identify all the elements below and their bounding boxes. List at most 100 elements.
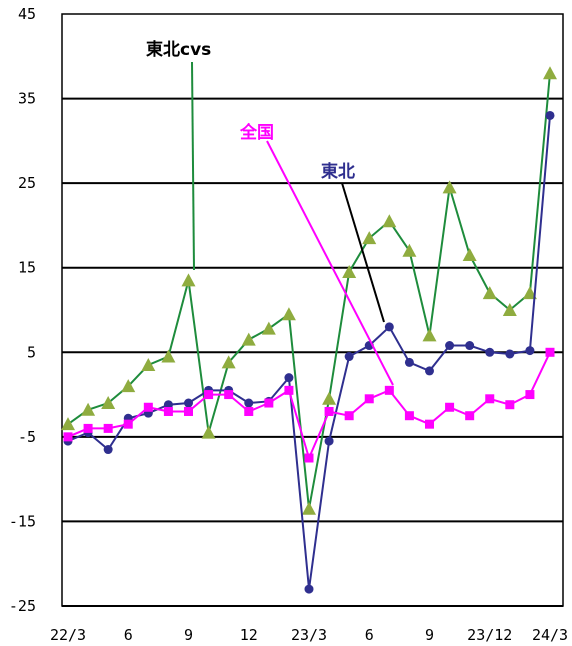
y-tick-15: 15 xyxy=(18,259,36,277)
marker-2-8 xyxy=(224,390,234,400)
annotation-label-zenkoku: 全国 xyxy=(239,122,274,143)
y-tick--25: -25 xyxy=(9,597,36,615)
marker-2-12 xyxy=(304,453,314,463)
marker-0-6 xyxy=(181,273,196,287)
annotation-leader-zenkoku xyxy=(266,140,394,386)
marker-2-9 xyxy=(244,406,254,416)
marker-0-1 xyxy=(81,402,96,416)
y-tick--15: -15 xyxy=(9,512,36,530)
annotations: 東北cvs 全国 東北 xyxy=(146,39,394,386)
marker-0-0 xyxy=(61,417,75,431)
marker-1-9 xyxy=(244,398,254,408)
marker-2-14 xyxy=(344,411,354,421)
x-tick-7: 23/12 xyxy=(467,626,512,644)
marker-0-13 xyxy=(322,391,337,405)
marker-0-10 xyxy=(261,321,276,335)
marker-1-24 xyxy=(545,110,555,120)
marker-2-2 xyxy=(103,423,113,433)
marker-2-4 xyxy=(143,402,153,412)
x-tick-6: 9 xyxy=(425,626,434,644)
x-tick-0: 22/3 xyxy=(50,626,86,644)
marker-0-20 xyxy=(462,248,477,262)
marker-0-21 xyxy=(482,286,497,300)
marker-0-18 xyxy=(422,328,437,342)
x-tick-8: 24/3 xyxy=(532,626,568,644)
y-tick-35: 35 xyxy=(18,90,36,108)
marker-2-24 xyxy=(545,347,555,357)
marker-2-3 xyxy=(123,419,133,429)
marker-0-19 xyxy=(442,180,457,194)
marker-1-22 xyxy=(505,349,515,359)
marker-2-19 xyxy=(445,402,455,412)
annotation-label-tohoku: 東北 xyxy=(321,161,355,182)
gridlines xyxy=(61,13,564,607)
marker-1-20 xyxy=(465,341,475,351)
marker-2-20 xyxy=(465,411,475,421)
x-tick-5: 6 xyxy=(365,626,374,644)
marker-0-4 xyxy=(141,357,156,371)
x-tick-3: 12 xyxy=(240,626,258,644)
marker-0-17 xyxy=(402,243,417,257)
marker-1-5 xyxy=(163,400,173,410)
marker-2-11 xyxy=(284,385,294,395)
marker-0-8 xyxy=(221,355,236,369)
marker-2-7 xyxy=(204,390,214,400)
marker-0-11 xyxy=(281,307,296,321)
x-tick-labels: 22/3 6 9 12 23/3 6 9 23/12 24/3 xyxy=(50,626,568,644)
annotation-label-cvs: 東北cvs xyxy=(146,39,211,60)
marker-2-0 xyxy=(63,432,73,442)
x-tick-1: 6 xyxy=(124,626,133,644)
marker-1-18 xyxy=(425,366,434,376)
marker-2-17 xyxy=(404,411,414,421)
marker-1-19 xyxy=(445,341,455,351)
marker-0-14 xyxy=(342,264,357,278)
marker-0-24 xyxy=(543,66,557,80)
series-line-2 xyxy=(67,351,551,461)
marker-0-3 xyxy=(121,379,136,393)
y-tick--5: -5 xyxy=(18,428,36,446)
marker-0-23 xyxy=(522,286,537,300)
marker-2-16 xyxy=(384,385,394,395)
marker-0-2 xyxy=(101,396,116,410)
marker-2-6 xyxy=(184,406,193,416)
marker-2-5 xyxy=(163,406,173,416)
marker-2-23 xyxy=(525,390,535,400)
marker-0-5 xyxy=(161,349,176,363)
y-tick-45: 45 xyxy=(18,5,36,23)
marker-0-9 xyxy=(241,332,256,346)
x-tick-2: 9 xyxy=(184,626,193,644)
plot-frame xyxy=(61,13,564,607)
marker-1-16 xyxy=(384,322,394,332)
marker-2-13 xyxy=(324,406,334,416)
marker-1-14 xyxy=(344,352,354,362)
marker-2-22 xyxy=(505,400,515,410)
y-tick-25: 25 xyxy=(18,174,36,192)
series-line-0 xyxy=(67,73,551,509)
marker-0-16 xyxy=(382,214,397,228)
marker-0-15 xyxy=(362,231,377,245)
y-tick-5: 5 xyxy=(27,343,36,361)
series-2 xyxy=(63,347,555,463)
marker-1-6 xyxy=(184,398,193,408)
marker-1-11 xyxy=(284,373,294,383)
marker-2-21 xyxy=(485,394,495,404)
marker-2-1 xyxy=(83,423,93,433)
series-0 xyxy=(61,66,557,515)
marker-2-15 xyxy=(364,394,374,404)
marker-0-7 xyxy=(201,425,216,439)
marker-0-22 xyxy=(502,303,517,316)
marker-1-2 xyxy=(103,445,113,455)
marker-1-17 xyxy=(404,357,414,367)
marker-2-18 xyxy=(425,419,434,429)
x-tick-4: 23/3 xyxy=(291,626,327,644)
marker-1-23 xyxy=(525,346,535,356)
annotation-leader-cvs xyxy=(191,61,195,271)
marker-1-12 xyxy=(304,584,314,594)
annotation-leader-tohoku xyxy=(341,182,385,323)
marker-1-13 xyxy=(324,436,334,446)
marker-2-10 xyxy=(264,398,274,408)
series-group xyxy=(61,66,557,594)
y-tick-labels: 45 35 25 15 5 -5 -15 -25 xyxy=(9,5,36,615)
marker-1-21 xyxy=(485,347,495,357)
